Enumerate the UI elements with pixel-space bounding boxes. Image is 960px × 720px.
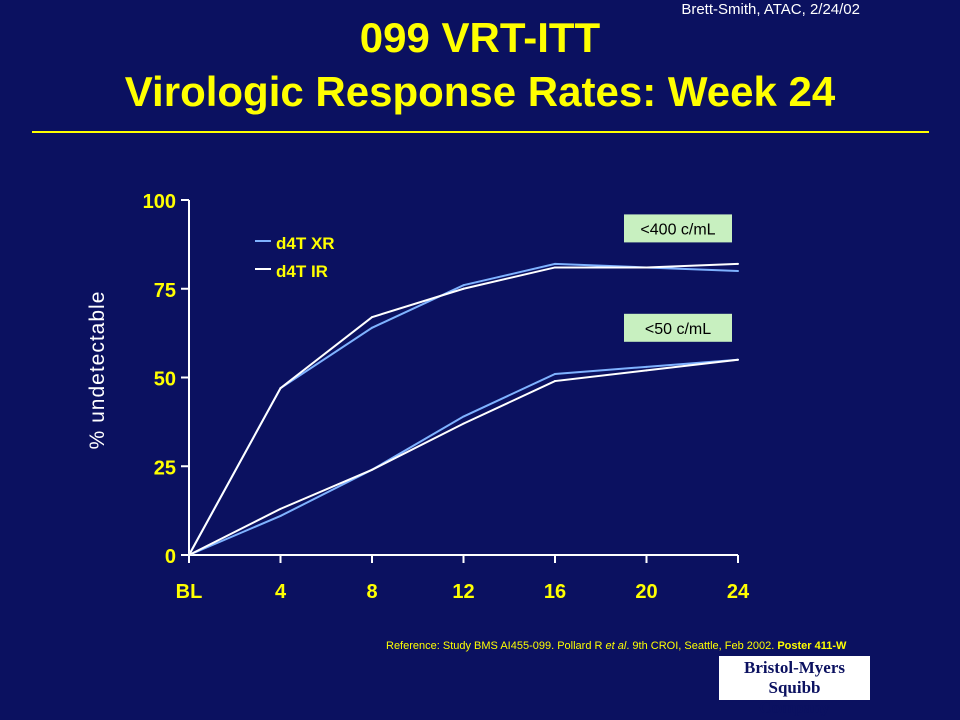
data-point: [645, 266, 648, 269]
x-tick-label: 12: [452, 581, 474, 603]
x-tick-label: 24: [727, 581, 750, 603]
data-point: [462, 287, 465, 290]
annotation-background: [624, 214, 732, 243]
annotation-box: <50 c/mL: [624, 313, 732, 342]
logo-line-1: Bristol-Myers Squibb: [743, 658, 846, 697]
chart-legend: d4T XR d4T IR: [255, 234, 335, 281]
data-point: [645, 369, 648, 372]
reference-poster: Poster 411-W: [777, 640, 847, 652]
data-point: [371, 316, 373, 319]
data-point: [279, 514, 282, 517]
data-point: [371, 468, 373, 471]
series-line: [188, 358, 739, 556]
y-axis-label: % undetectable: [86, 291, 109, 450]
chart-series: [188, 262, 739, 556]
reference-middle: . 9th CROI, Seattle, Feb 2002.: [626, 640, 778, 652]
data-point: [371, 326, 373, 329]
data-point: [279, 507, 282, 510]
y-tick-label: 100: [143, 191, 176, 213]
chart-axes: 0 25 50 75 100 BL 4 8 12 16 20 24: [143, 191, 750, 603]
data-point: [554, 380, 556, 383]
data-point: [737, 358, 739, 361]
legend-label: d4T IR: [276, 262, 328, 281]
y-tick-label: 75: [154, 280, 176, 302]
company-logo: Bristol-Myers Squibb Company: [719, 656, 870, 717]
data-point: [188, 554, 190, 556]
x-tick-label: BL: [176, 581, 203, 603]
data-point: [462, 284, 465, 287]
data-point: [554, 372, 556, 375]
series-line: [188, 358, 739, 556]
chart-annotations: <400 c/mL <50 c/mL: [624, 214, 732, 342]
reference-note: Reference: Study BMS AI455-099. Pollard …: [386, 640, 846, 652]
data-point: [645, 365, 648, 368]
series-line: [188, 262, 739, 556]
x-tick-label: 8: [366, 581, 377, 603]
logo-line-2: Company: [759, 698, 830, 717]
annotation-label: <50 c/mL: [645, 321, 711, 338]
reference-italic: et al: [605, 640, 627, 652]
annotation-box: <400 c/mL: [624, 214, 732, 243]
y-tick-label: 0: [165, 546, 176, 568]
author-credit: Brett-Smith, ATAC, 2/24/02: [681, 1, 860, 18]
data-point: [462, 415, 465, 418]
title-divider: [32, 131, 929, 133]
slide-title-line-2: Virologic Response Rates: Week 24: [124, 68, 836, 115]
annotation-label: <400 c/mL: [640, 221, 715, 238]
x-tick-label: 16: [544, 581, 566, 603]
series-line: [188, 262, 739, 556]
legend-label: d4T XR: [276, 234, 335, 253]
x-tick-label: 20: [635, 581, 657, 603]
data-point: [737, 270, 739, 272]
data-point: [554, 262, 556, 265]
annotation-background: [624, 313, 732, 342]
slide-title-line-1: 099 VRT-ITT: [359, 14, 601, 61]
data-point: [279, 387, 282, 390]
data-point: [554, 266, 556, 269]
x-tick-label: 4: [275, 581, 287, 603]
data-point: [462, 422, 465, 425]
y-tick-label: 25: [154, 457, 176, 479]
data-point: [737, 262, 739, 265]
reference-prefix: Reference: Study BMS AI455-099. Pollard …: [386, 640, 606, 652]
y-tick-label: 50: [154, 369, 176, 391]
